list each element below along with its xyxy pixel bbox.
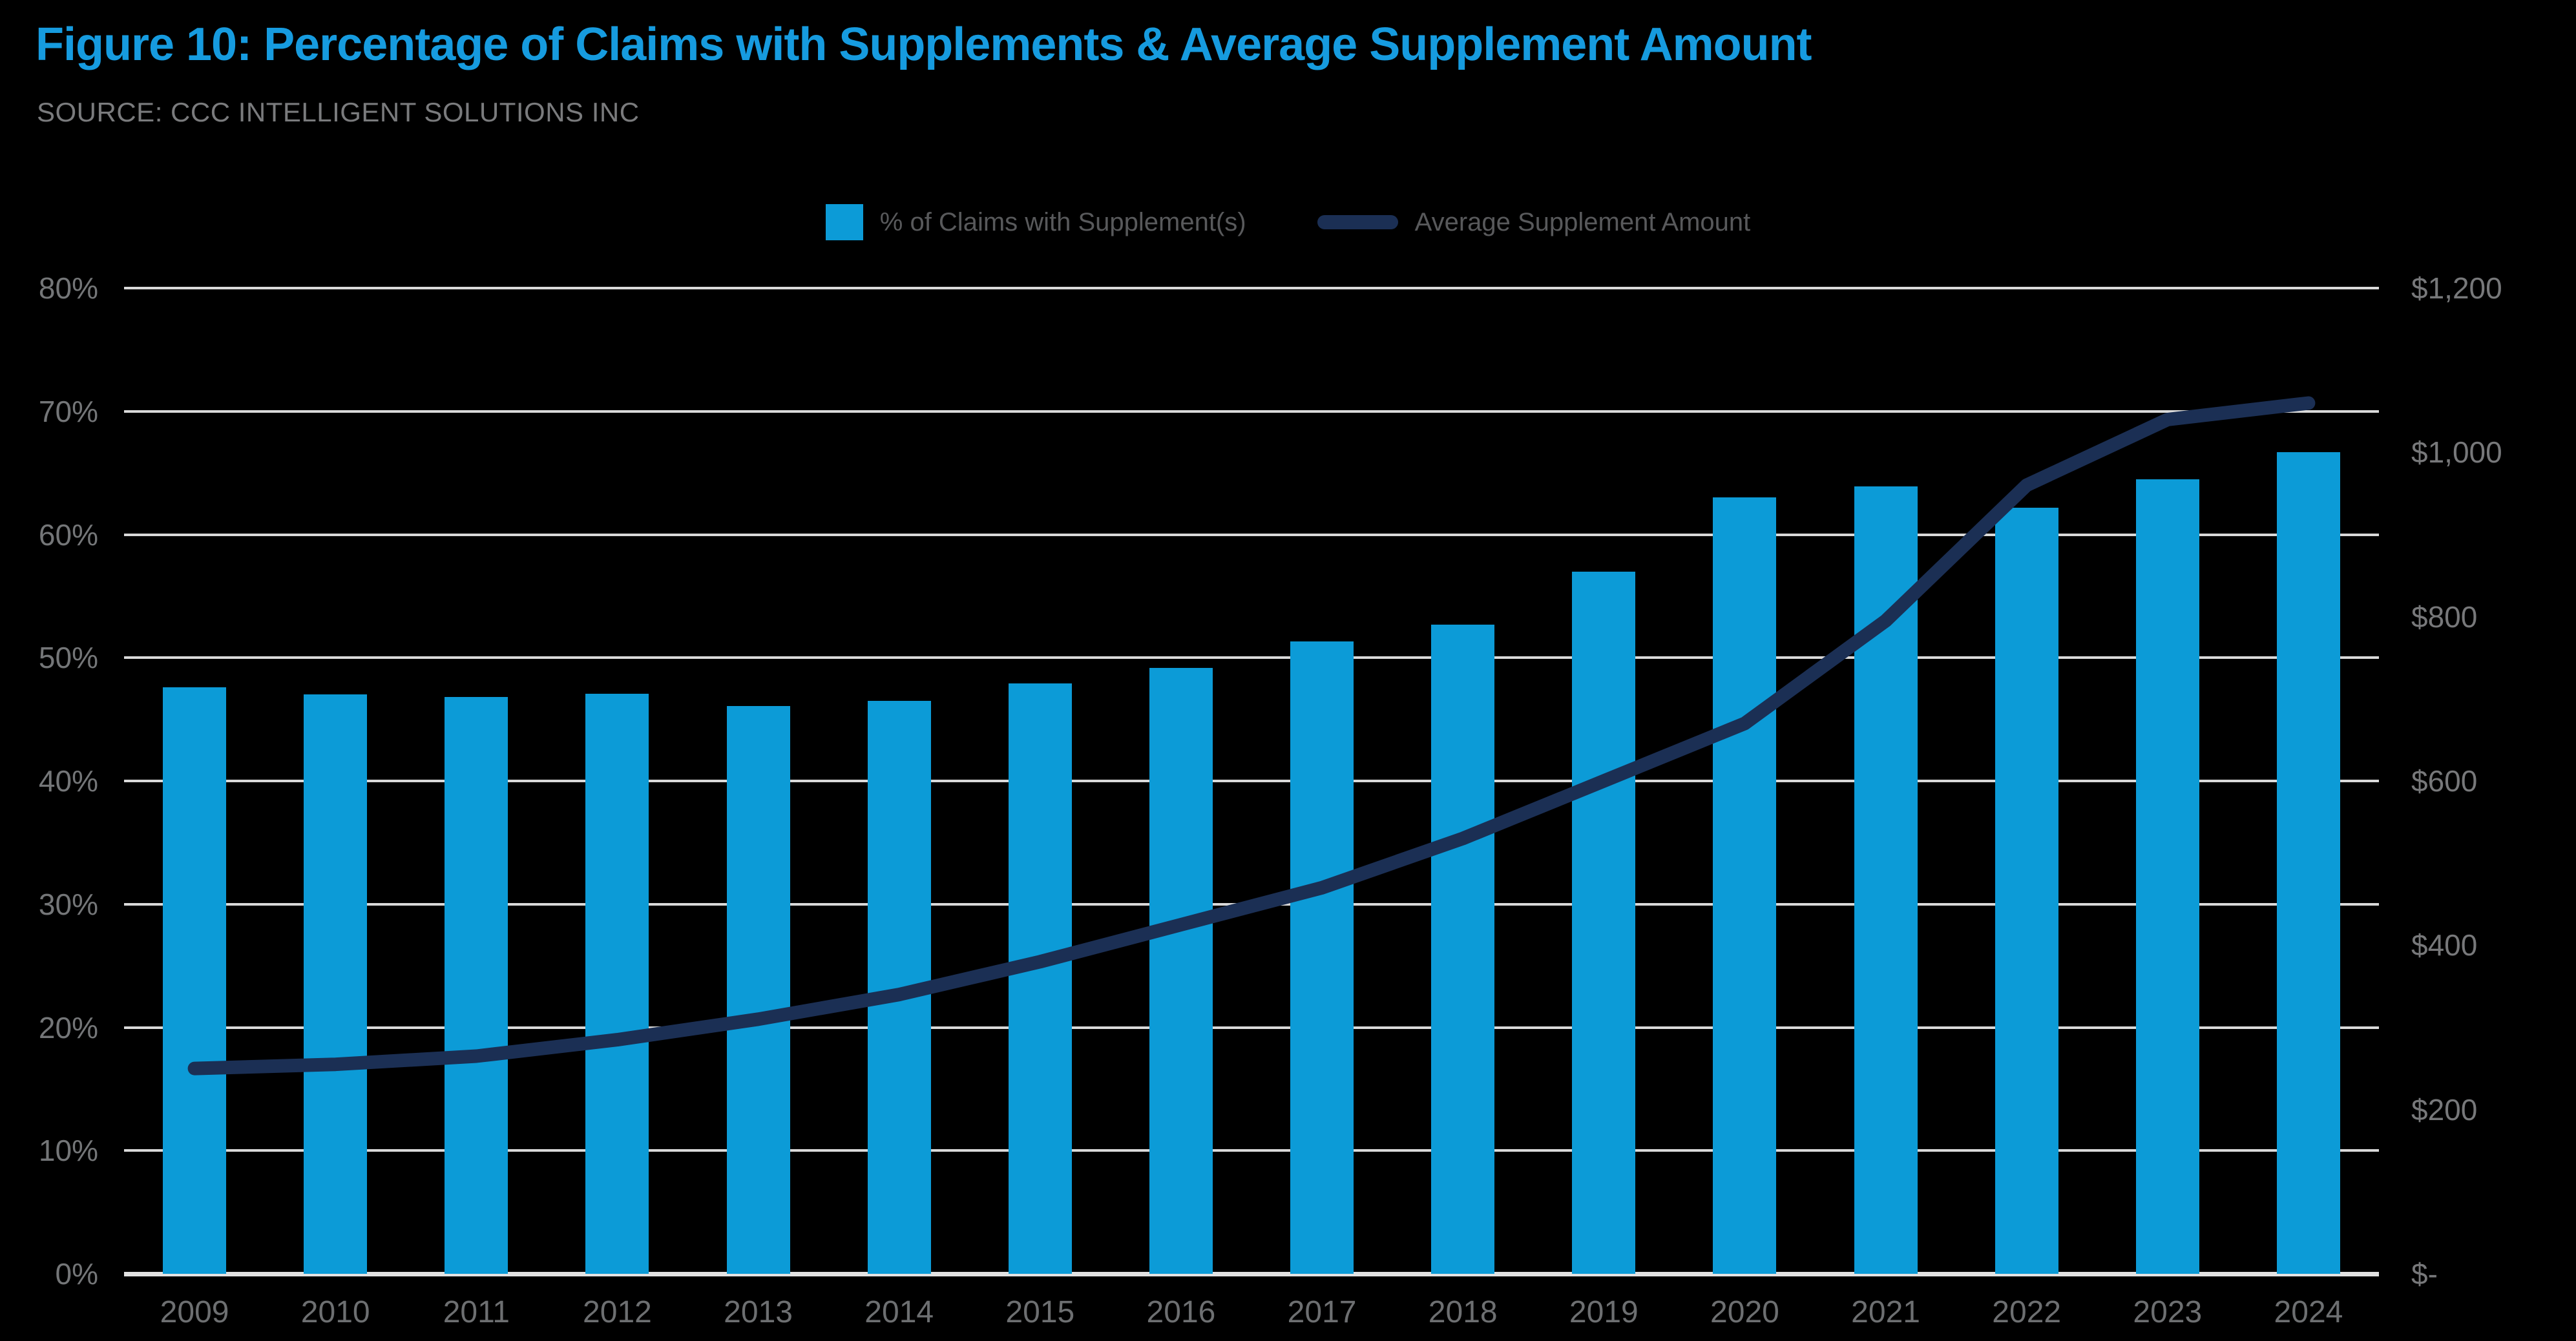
- x-axis-label-2021: 2021: [1851, 1295, 1920, 1329]
- bar-2015: [1008, 683, 1072, 1274]
- y-axis-label-60pct: 60%: [38, 517, 98, 552]
- bar-2014: [867, 701, 931, 1274]
- legend-item-claims-with-supplements: % of Claims with Supplement(s): [825, 204, 1246, 240]
- bar-2013: [726, 705, 790, 1274]
- chart-title: Figure 10: Percentage of Claims with Sup…: [36, 19, 1812, 70]
- bar-2016: [1149, 667, 1213, 1274]
- chart-legend: % of Claims with Supplement(s) Average S…: [0, 199, 2576, 245]
- y-axis-label-20pct: 20%: [38, 1010, 98, 1045]
- gridline-80pct: [124, 287, 2379, 289]
- y-axis-label-70pct: 70%: [38, 394, 98, 428]
- x-axis-label-2016: 2016: [1146, 1295, 1216, 1329]
- x-axis-label-2017: 2017: [1287, 1295, 1357, 1329]
- bar-2019: [1572, 571, 1636, 1274]
- legend-label: % of Claims with Supplement(s): [879, 207, 1246, 236]
- x-axis-label-2015: 2015: [1005, 1295, 1075, 1329]
- bar-2021: [1854, 486, 1918, 1274]
- x-axis-label-2020: 2020: [1710, 1295, 1779, 1329]
- x-axis-label-2011: 2011: [443, 1295, 510, 1329]
- y-axis-label-30pct: 30%: [38, 887, 98, 921]
- bar-2012: [585, 693, 649, 1274]
- right-axis-label-1200: $1,200: [2411, 271, 2502, 305]
- bar-2023: [2135, 479, 2199, 1274]
- bar-2020: [1713, 497, 1777, 1274]
- gridline-0pct: [124, 1271, 2379, 1276]
- bar-2010: [304, 694, 368, 1274]
- right-axis-label-1000: $1,000: [2411, 435, 2502, 470]
- y-axis-label-50pct: 50%: [38, 641, 98, 675]
- right-axis-label-800: $800: [2411, 599, 2478, 634]
- x-axis-label-2022: 2022: [1992, 1295, 2062, 1329]
- x-axis-label-2023: 2023: [2133, 1295, 2203, 1329]
- x-axis-label-2009: 2009: [160, 1295, 229, 1329]
- y-axis-label-80pct: 80%: [38, 271, 98, 305]
- legend-label: Average Supplement Amount: [1414, 207, 1751, 236]
- right-axis-label-600: $600: [2411, 764, 2478, 798]
- bar-2017: [1290, 641, 1354, 1274]
- chart-source: SOURCE: CCC INTELLIGENT SOLUTIONS INC: [37, 97, 640, 127]
- y-axis-label-10pct: 10%: [38, 1134, 98, 1168]
- x-axis-label-2024: 2024: [2274, 1295, 2343, 1329]
- bar-2011: [445, 697, 508, 1274]
- gridline-70pct: [124, 410, 2379, 413]
- x-axis-label-2012: 2012: [583, 1295, 652, 1329]
- bar-2018: [1431, 624, 1495, 1274]
- legend-bar-swatch-icon: [825, 204, 863, 240]
- x-axis-label-2019: 2019: [1569, 1295, 1639, 1329]
- legend-line-swatch-icon: [1317, 215, 1398, 229]
- x-axis-label-2010: 2010: [300, 1295, 370, 1329]
- right-axis-label-0: $-: [2411, 1257, 2438, 1291]
- right-axis-label-200: $200: [2411, 1092, 2478, 1127]
- bar-2009: [163, 687, 227, 1274]
- bar-2022: [1995, 507, 2058, 1274]
- x-axis-label-2018: 2018: [1428, 1295, 1498, 1329]
- legend-item-average-supplement-amount: Average Supplement Amount: [1317, 207, 1751, 237]
- x-axis-label-2014: 2014: [864, 1295, 934, 1329]
- y-axis-label-0pct: 0%: [55, 1257, 98, 1291]
- right-axis-label-400: $400: [2411, 928, 2478, 962]
- average-supplement-amount-line: [187, 396, 2316, 1076]
- gridline-10pct: [124, 1149, 2379, 1152]
- x-axis-label-2013: 2013: [724, 1295, 793, 1329]
- bar-2024: [2276, 452, 2340, 1274]
- y-axis-label-40pct: 40%: [38, 764, 98, 798]
